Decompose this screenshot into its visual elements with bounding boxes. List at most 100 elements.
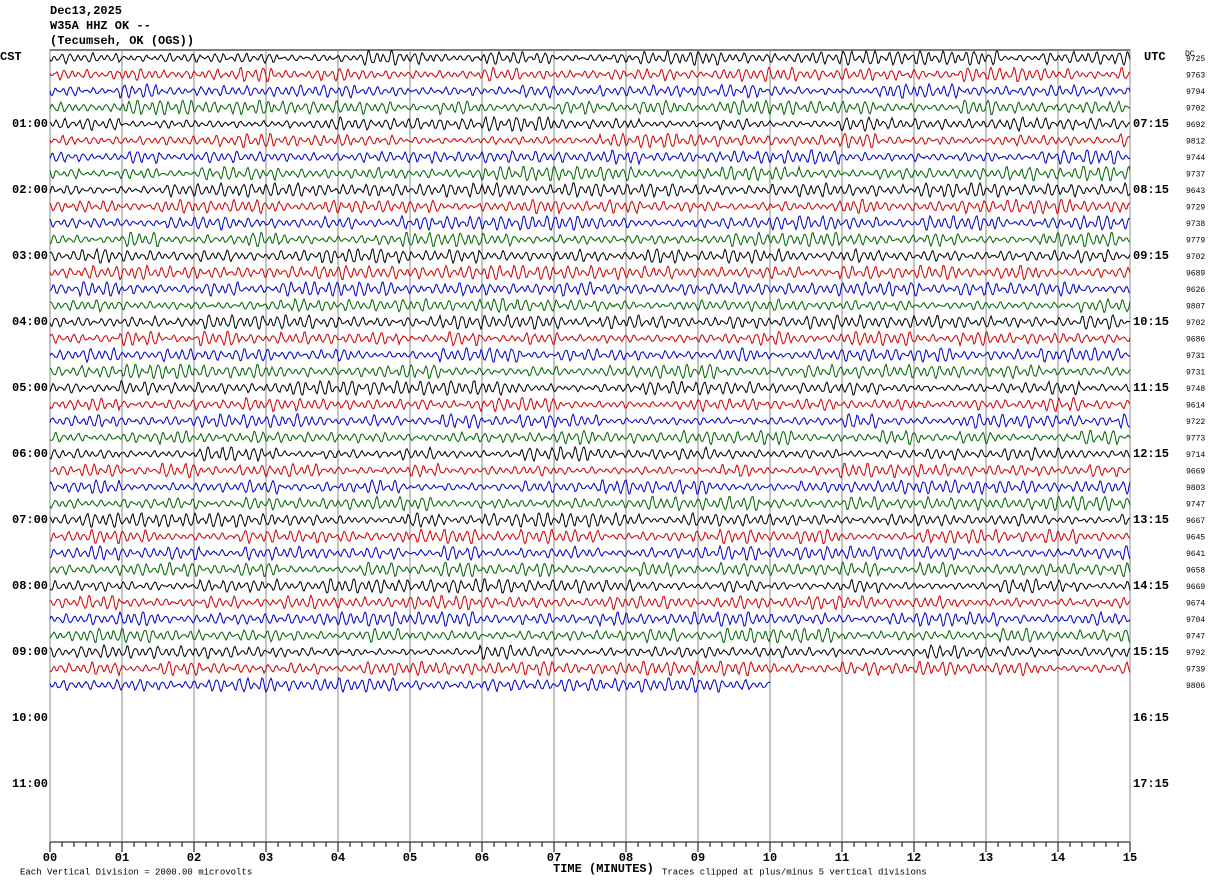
trace xyxy=(49,379,1131,397)
date: Dec13,2025 xyxy=(50,4,122,18)
footer-left: Each Vertical Division = 2000.00 microvo… xyxy=(20,867,252,877)
dc-value: 9614 xyxy=(1186,402,1205,411)
cst-time: 11:00 xyxy=(12,777,48,791)
dc-value: 9747 xyxy=(1186,501,1205,510)
dc-value: 9807 xyxy=(1186,303,1205,312)
trace xyxy=(49,610,1131,628)
dc-value: 9729 xyxy=(1186,204,1205,213)
dc-value: 9674 xyxy=(1186,600,1205,609)
cst-time: 05:00 xyxy=(12,381,48,395)
dc-value: 9739 xyxy=(1186,666,1205,675)
dc-value: 9773 xyxy=(1186,435,1205,444)
trace xyxy=(49,660,1131,678)
trace xyxy=(49,181,1131,199)
dc-value: 9738 xyxy=(1186,220,1205,229)
dc-value: 9794 xyxy=(1186,88,1205,97)
trace xyxy=(49,214,1130,232)
trace xyxy=(49,198,1131,216)
trace xyxy=(49,676,771,694)
dc-value: 9702 xyxy=(1186,105,1205,114)
trace xyxy=(49,313,1131,331)
dc-value: 9641 xyxy=(1186,550,1205,559)
dc-value: 9714 xyxy=(1186,451,1205,460)
dc-value: 9669 xyxy=(1186,583,1205,592)
trace xyxy=(49,544,1131,562)
utc-time: 08:15 xyxy=(1133,183,1169,197)
trace xyxy=(49,297,1131,314)
dc-value: 9702 xyxy=(1186,319,1205,328)
x-tick-label: 13 xyxy=(979,851,993,865)
x-tick-label: 09 xyxy=(691,851,705,865)
trace xyxy=(49,264,1131,281)
right-axis-label: UTC xyxy=(1144,50,1166,64)
cst-time: 03:00 xyxy=(12,249,48,263)
trace xyxy=(49,231,1131,248)
utc-time: 15:15 xyxy=(1133,645,1169,659)
x-axis-label: TIME (MINUTES) xyxy=(553,862,654,876)
x-tick-label: 01 xyxy=(115,851,129,865)
cst-time: 01:00 xyxy=(12,117,48,131)
utc-time: 14:15 xyxy=(1133,579,1169,593)
dc-value: 9702 xyxy=(1186,253,1205,262)
dc-label: DC xyxy=(1185,50,1195,59)
trace xyxy=(49,165,1131,182)
x-tick-label: 00 xyxy=(43,851,57,865)
trace xyxy=(49,99,1130,116)
dc-value: 9669 xyxy=(1186,468,1205,477)
trace xyxy=(49,115,1131,133)
dc-value: 9744 xyxy=(1186,154,1205,163)
trace xyxy=(49,330,1131,348)
dc-value: 9725 xyxy=(1186,55,1205,64)
cst-time: 02:00 xyxy=(12,183,48,197)
location: (Tecumseh, OK (OGS)) xyxy=(50,34,194,48)
dc-value: 9803 xyxy=(1186,484,1205,493)
cst-time: 09:00 xyxy=(12,645,48,659)
cst-time: 04:00 xyxy=(12,315,48,329)
trace xyxy=(49,560,1131,578)
dc-value: 9645 xyxy=(1186,534,1205,543)
trace xyxy=(49,82,1131,100)
utc-time: 10:15 xyxy=(1133,315,1169,329)
dc-value: 9812 xyxy=(1186,138,1205,147)
x-tick-label: 12 xyxy=(907,851,921,865)
utc-time: 11:15 xyxy=(1133,381,1169,395)
cst-time: 06:00 xyxy=(12,447,48,461)
dc-value: 9667 xyxy=(1186,517,1205,526)
x-tick-label: 05 xyxy=(403,851,417,865)
trace xyxy=(49,462,1131,479)
utc-time: 12:15 xyxy=(1133,447,1169,461)
plot-frame xyxy=(49,49,1131,843)
dc-value: 9779 xyxy=(1186,237,1205,246)
trace xyxy=(49,66,1131,83)
dc-value: 9747 xyxy=(1186,633,1205,642)
dc-value: 9806 xyxy=(1186,682,1205,691)
dc-value: 9748 xyxy=(1186,385,1205,394)
x-tick-label: 06 xyxy=(475,851,489,865)
footer-right: Traces clipped at plus/minus 5 vertical … xyxy=(662,867,927,877)
dc-value: 9692 xyxy=(1186,121,1205,130)
x-tick-label: 08 xyxy=(619,851,633,865)
trace xyxy=(49,280,1131,298)
utc-time: 17:15 xyxy=(1133,777,1169,791)
dc-value: 9737 xyxy=(1186,171,1205,180)
left-axis-label: CST xyxy=(0,50,22,64)
trace xyxy=(49,132,1131,149)
dc-value: 9722 xyxy=(1186,418,1205,427)
dc-value: 9763 xyxy=(1186,72,1205,81)
utc-time: 16:15 xyxy=(1133,711,1169,725)
trace xyxy=(49,346,1131,364)
dc-value: 9731 xyxy=(1186,369,1205,378)
trace xyxy=(49,412,1130,430)
trace xyxy=(49,528,1131,545)
trace xyxy=(49,495,1131,512)
dc-value: 9792 xyxy=(1186,649,1205,658)
x-tick-label: 14 xyxy=(1051,851,1065,865)
dc-value: 9643 xyxy=(1186,187,1205,196)
station: W35A HHZ OK -- xyxy=(50,19,151,33)
trace xyxy=(49,643,1131,661)
trace xyxy=(49,577,1131,594)
cst-time: 10:00 xyxy=(12,711,48,725)
trace xyxy=(49,49,1131,67)
trace xyxy=(49,363,1131,380)
